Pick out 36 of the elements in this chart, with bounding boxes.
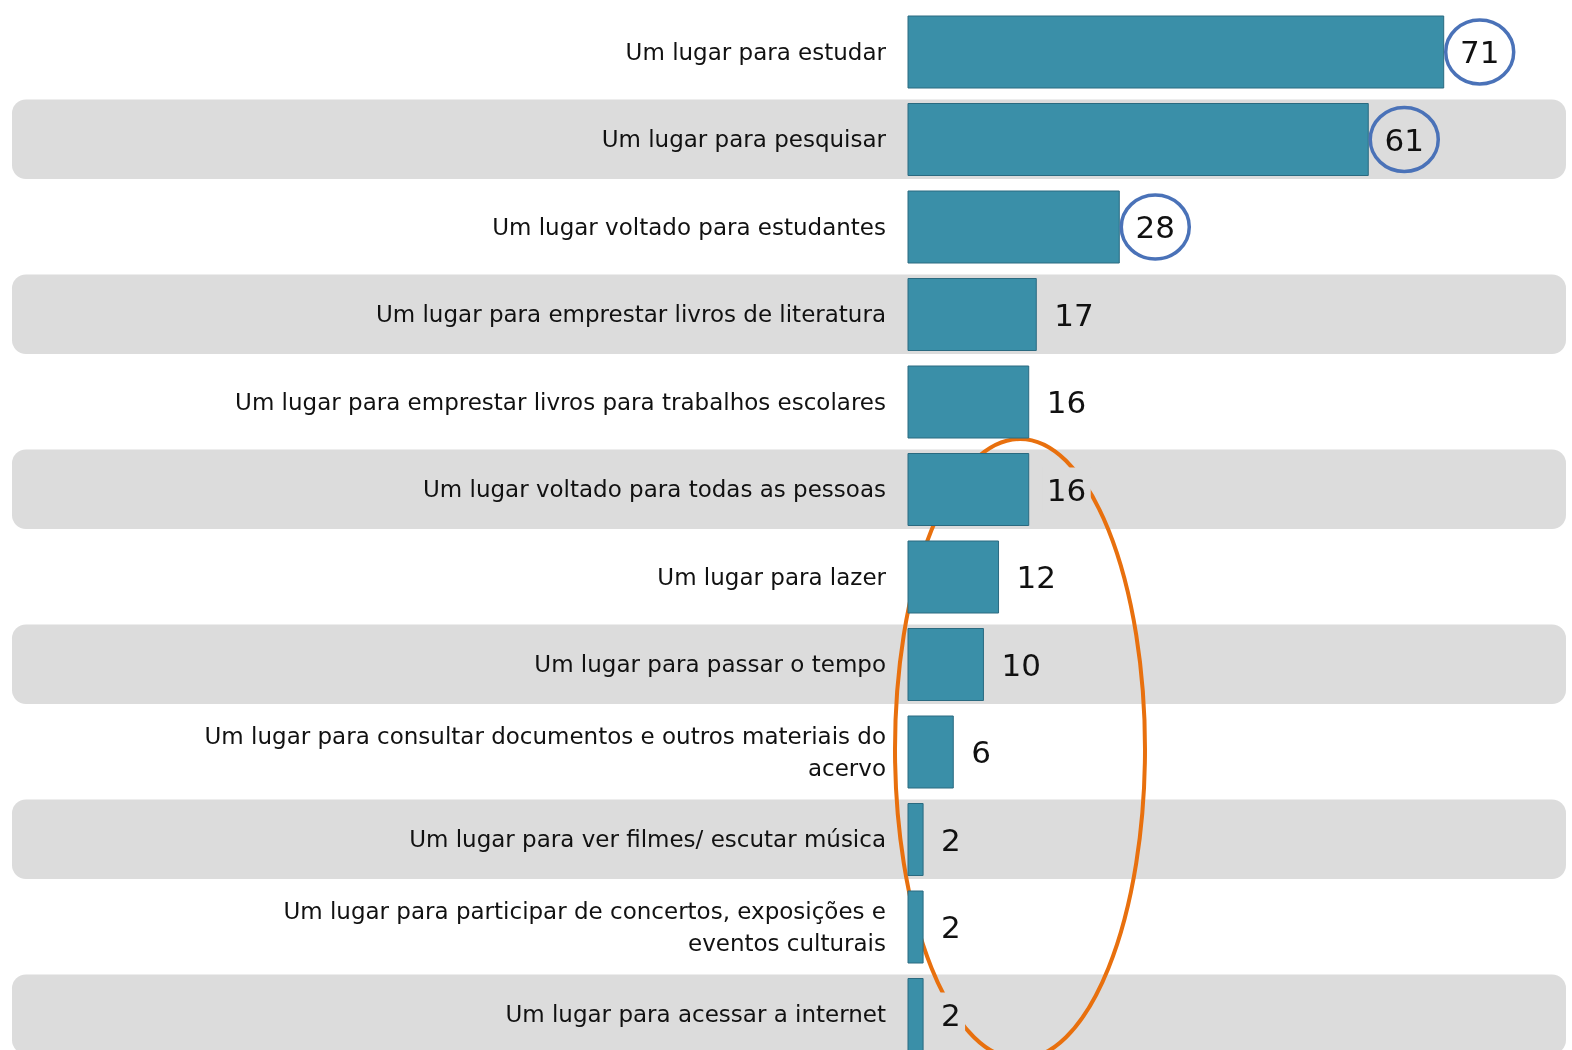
data-label: 71	[1459, 34, 1500, 70]
bar	[907, 278, 1037, 351]
y-tick-label: Um lugar para pesquisar	[601, 126, 887, 153]
y-tick-label: Um lugar para participar de concertos, exposições e eventos culturais	[283, 897, 886, 956]
y-tick-label: Um lugar para ver filmes/ escutar música	[409, 826, 886, 853]
y-tick-label: Um lugar para emprestar livros de literatura	[375, 301, 886, 328]
y-tick-label: Um lugar para passar o tempo	[534, 651, 886, 678]
y-tick-label: Um lugar para lazer	[657, 563, 887, 590]
y-tick-label: Um lugar para consultar documentos e outros materiais do acervo	[204, 722, 886, 781]
bar	[907, 978, 924, 1050]
bar	[907, 628, 984, 701]
y-tick-label: Um lugar para estudar	[625, 38, 887, 65]
data-label: 12	[1016, 559, 1056, 595]
bar	[907, 540, 1000, 614]
data-label: 61	[1384, 121, 1424, 158]
data-label: 6	[971, 734, 992, 770]
y-tick-label: Um lugar voltado para todas as pessoas	[422, 476, 886, 503]
bar	[907, 190, 1120, 264]
bar	[907, 365, 1030, 439]
bar	[907, 15, 1445, 89]
y-tick-label: Um lugar para emprestar livros para trabalhos escolares	[235, 388, 886, 415]
data-label: 10	[1001, 646, 1041, 683]
y-tick-label: Um lugar voltado para estudantes	[492, 213, 886, 240]
data-label: 16	[1046, 384, 1087, 420]
bar	[907, 715, 954, 789]
data-label: 17	[1054, 296, 1094, 333]
data-label: 28	[1135, 209, 1175, 245]
data-label: 2	[941, 821, 961, 858]
bar	[907, 890, 924, 964]
data-label: 2	[941, 996, 961, 1033]
y-tick-label: Um lugar para acessar a internet	[505, 1001, 886, 1028]
data-label: 16	[1046, 471, 1087, 508]
bar	[907, 103, 1369, 176]
bar	[907, 803, 924, 876]
bar	[907, 453, 1030, 526]
data-label: 2	[941, 909, 961, 945]
